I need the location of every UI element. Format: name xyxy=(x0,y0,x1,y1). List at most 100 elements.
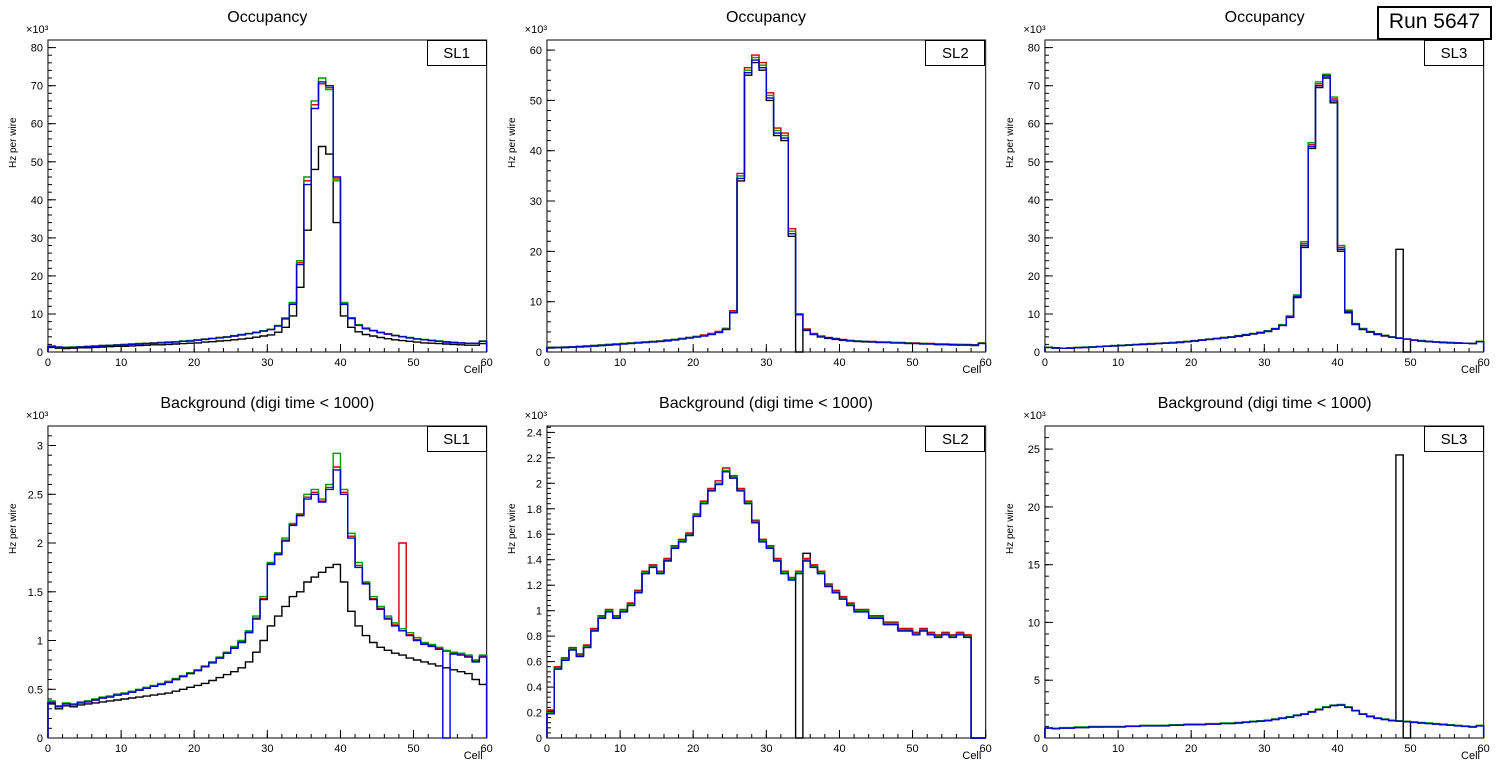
svg-text:60: 60 xyxy=(31,119,43,131)
svg-text:30: 30 xyxy=(1259,743,1271,755)
run-number-label: Run 5647 xyxy=(1376,6,1492,40)
svg-text:10: 10 xyxy=(529,297,541,309)
chart-title: Occupancy xyxy=(227,9,308,26)
svg-text:40: 40 xyxy=(1332,357,1344,369)
svg-text:10: 10 xyxy=(614,357,626,369)
svg-text:0: 0 xyxy=(536,347,542,359)
svg-text:20: 20 xyxy=(31,271,43,283)
svg-text:20: 20 xyxy=(1185,743,1197,755)
svg-text:0.2: 0.2 xyxy=(526,707,541,719)
svg-text:1.5: 1.5 xyxy=(28,587,43,599)
svg-text:60: 60 xyxy=(979,357,991,369)
svg-text:2: 2 xyxy=(536,478,542,490)
svg-text:0.5: 0.5 xyxy=(28,684,43,696)
svg-text:0: 0 xyxy=(45,357,51,369)
svg-text:2.5: 2.5 xyxy=(28,489,43,501)
superlayer-pave: SL2 xyxy=(925,40,986,66)
y-axis-exponent: ×10³ xyxy=(1023,410,1046,422)
y-axis-exponent: ×10³ xyxy=(26,24,49,36)
chart-canvas: 0 10 20 30 40 50 60 0 5 10 15 20 25 xyxy=(1028,425,1490,755)
svg-text:0: 0 xyxy=(1034,733,1040,745)
svg-text:5: 5 xyxy=(1034,675,1040,687)
chart-title: Background (digi time < 1000) xyxy=(160,395,375,412)
svg-text:60: 60 xyxy=(481,743,493,755)
chart-panel-background-sl1: Background (digi time < 1000) ×10³ Hz pe… xyxy=(0,386,499,772)
x-axis-label: Cell xyxy=(1461,364,1480,376)
chart-canvas: 0 10 20 30 40 50 60 0 10 20 30 40 50 60 70 80 xyxy=(1028,39,1490,369)
y-axis-exponent: ×10³ xyxy=(26,410,49,422)
chart-panel-background-sl2: Background (digi time < 1000) ×10³ Hz pe… xyxy=(499,386,998,772)
svg-text:1: 1 xyxy=(536,606,542,618)
svg-text:60: 60 xyxy=(1478,357,1490,369)
svg-text:10: 10 xyxy=(1112,357,1124,369)
svg-text:1.6: 1.6 xyxy=(526,529,541,541)
svg-text:60: 60 xyxy=(529,45,541,57)
svg-text:25: 25 xyxy=(1028,444,1040,456)
svg-text:0: 0 xyxy=(37,347,43,359)
chart-title: Occupancy xyxy=(1224,9,1305,26)
chart-canvas: 0 10 20 30 40 50 60 0 0.5 1 1.5 2 2.5 3 xyxy=(28,425,493,755)
svg-text:1.8: 1.8 xyxy=(526,504,541,516)
svg-text:40: 40 xyxy=(833,743,845,755)
svg-text:20: 20 xyxy=(687,357,699,369)
superlayer-pave: SL3 xyxy=(1423,40,1484,66)
superlayer-pave: SL1 xyxy=(426,40,487,66)
svg-text:50: 50 xyxy=(407,743,419,755)
svg-text:1: 1 xyxy=(37,635,43,647)
x-axis-label: Cell xyxy=(463,364,483,376)
svg-text:60: 60 xyxy=(1478,743,1490,755)
svg-text:10: 10 xyxy=(115,743,127,755)
svg-text:0: 0 xyxy=(1042,357,1048,369)
svg-text:30: 30 xyxy=(31,233,43,245)
svg-text:0: 0 xyxy=(544,743,550,755)
svg-text:2: 2 xyxy=(37,538,43,550)
x-axis-label: Cell xyxy=(962,750,982,762)
svg-text:50: 50 xyxy=(529,95,541,107)
svg-text:70: 70 xyxy=(31,81,43,93)
svg-text:10: 10 xyxy=(115,357,127,369)
superlayer-pave: SL2 xyxy=(925,426,986,452)
svg-text:50: 50 xyxy=(1405,743,1417,755)
chart-panel-background-sl3: Background (digi time < 1000) ×10³ Hz pe… xyxy=(997,386,1496,772)
svg-text:50: 50 xyxy=(1405,357,1417,369)
svg-text:10: 10 xyxy=(614,743,626,755)
svg-text:0: 0 xyxy=(1042,743,1048,755)
x-axis-label: Cell xyxy=(1461,750,1480,762)
chart-canvas: 0 10 20 30 40 50 60 0 10 20 30 40 50 60 70 80 xyxy=(31,39,493,369)
chart-panel-occupancy-sl2: Occupancy ×10³ Hz per wire Cell 0 10 20 30 4… xyxy=(499,0,998,386)
svg-text:60: 60 xyxy=(1028,119,1040,131)
svg-text:2.2: 2.2 xyxy=(526,453,541,465)
svg-text:40: 40 xyxy=(1028,195,1040,207)
svg-text:50: 50 xyxy=(1028,157,1040,169)
svg-text:20: 20 xyxy=(1185,357,1197,369)
x-axis-label: Cell xyxy=(463,750,483,762)
svg-text:10: 10 xyxy=(1112,743,1124,755)
svg-text:20: 20 xyxy=(1028,502,1040,514)
svg-text:20: 20 xyxy=(529,246,541,258)
chart-canvas: 0 10 20 30 40 50 60 0 10 20 30 40 50 60 xyxy=(529,39,991,369)
svg-text:40: 40 xyxy=(334,743,346,755)
svg-text:30: 30 xyxy=(760,357,772,369)
svg-text:1.2: 1.2 xyxy=(526,580,541,592)
svg-text:0: 0 xyxy=(45,743,51,755)
y-axis-exponent: ×10³ xyxy=(524,24,547,36)
svg-text:3: 3 xyxy=(37,440,43,452)
svg-text:40: 40 xyxy=(1332,743,1344,755)
svg-text:0: 0 xyxy=(1034,347,1040,359)
chart-title: Background (digi time < 1000) xyxy=(1157,395,1372,412)
chart-panel-occupancy-sl1: Occupancy ×10³ Hz per wire Cell 0 10 20 30 4… xyxy=(0,0,499,386)
svg-text:30: 30 xyxy=(529,196,541,208)
svg-text:1.4: 1.4 xyxy=(526,555,541,567)
superlayer-pave: SL1 xyxy=(426,426,487,452)
svg-text:40: 40 xyxy=(31,195,43,207)
svg-text:30: 30 xyxy=(1259,357,1271,369)
chart-title: Occupancy xyxy=(725,9,807,26)
svg-text:30: 30 xyxy=(261,357,273,369)
svg-text:0.8: 0.8 xyxy=(526,631,541,643)
svg-text:50: 50 xyxy=(31,157,43,169)
chart-canvas: 0 10 20 30 40 50 60 0 0.2 0.4 0.6 0.8 1 1.2 1.4 1.6 1.8 2… xyxy=(526,425,991,755)
svg-text:20: 20 xyxy=(1028,271,1040,283)
svg-text:0: 0 xyxy=(536,733,542,745)
y-axis-exponent: ×10³ xyxy=(524,410,547,422)
